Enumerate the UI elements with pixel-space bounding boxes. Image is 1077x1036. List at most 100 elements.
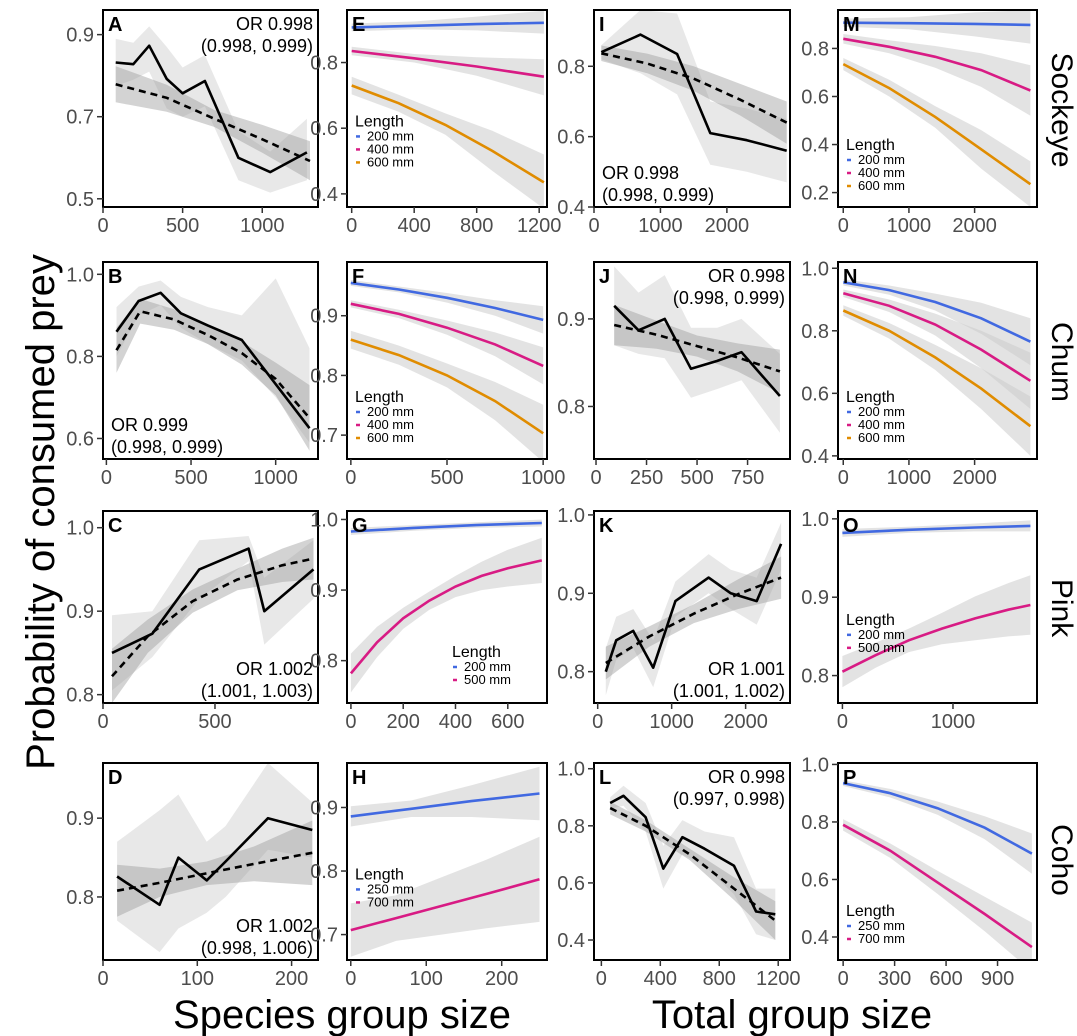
y-tick-label: 0.6 [557, 873, 585, 895]
observed-line [115, 291, 311, 429]
panel-label: K [599, 515, 614, 537]
legend-entry: 400 mm [367, 141, 414, 156]
legend-entry: 250 mm [367, 881, 414, 896]
panel-frame [102, 261, 319, 460]
ci-band-200-mm [843, 10, 1031, 44]
y-tick-label: 0.8 [66, 346, 94, 368]
panel-frame [102, 510, 319, 704]
plot-area [600, 10, 788, 183]
legend-title: Length [355, 113, 404, 130]
x-tick-label: 300 [878, 968, 911, 990]
panel-label: M [843, 14, 860, 36]
x-tick-label: 500 [680, 467, 713, 489]
legend-entry: 200 mm [367, 404, 414, 419]
y-tick-label: 1.0 [801, 258, 829, 280]
x-tick-label: 1200 [756, 968, 801, 990]
panel-D: 0 100 200 0.8 0.9 D OR 1.002(0.998, 1.006) [66, 762, 319, 990]
observed-band [117, 763, 313, 953]
x-tick-label: 0 [837, 711, 848, 733]
x-tick-label: 0 [97, 711, 108, 733]
ci-band-400-mm [843, 34, 1031, 116]
x-tick-label: 200 [275, 968, 308, 990]
legend-entry: 200 mm [858, 627, 905, 642]
x-tick-label: 2000 [952, 467, 997, 489]
y-tick-label: 0.9 [310, 580, 338, 602]
y-tick-label: 0.4 [557, 197, 585, 219]
series-line-200-mm [842, 524, 1031, 535]
plot-area [841, 520, 1031, 688]
x-tick-label: 1000 [521, 467, 566, 489]
observed-band [115, 26, 307, 193]
x-tick-label: 1000 [649, 711, 694, 733]
fitted-trend-line [613, 323, 781, 373]
odds-ratio-annotation: (0.998, 1.006) [201, 938, 313, 958]
series-line-250-mm [842, 781, 1033, 855]
x-tick-label: 1000 [253, 467, 298, 489]
panel-frame [837, 261, 1038, 460]
y-tick-label: 1.0 [801, 509, 829, 531]
x-axis-title-left: Species group size [173, 993, 511, 1036]
y-tick-label: 1.0 [310, 509, 338, 531]
series-line-700-mm [842, 823, 1033, 949]
plot-area [115, 26, 311, 193]
panel-I: 0 1000 2000 0.4 0.6 0.8 I OR 0.998(0.998, 0.999… [557, 9, 791, 237]
ci-band-600-mm [350, 330, 544, 459]
panel-frame [593, 762, 791, 961]
legend-title: Length [355, 866, 404, 883]
legend-entry: 200 mm [464, 659, 511, 674]
odds-ratio-annotation: (1.001, 1.003) [201, 681, 313, 701]
fit-ci-band [601, 45, 787, 144]
panel-frame [102, 9, 319, 208]
series-line-400-mm [350, 302, 544, 368]
x-tick-label: 750 [731, 467, 764, 489]
plot-area [351, 10, 545, 207]
x-tick-label: 0 [590, 467, 601, 489]
x-tick-label: 100 [410, 968, 443, 990]
x-tick-label: 200 [485, 968, 518, 990]
x-tick-label: 0 [592, 711, 603, 733]
odds-ratio-annotation: OR 1.002 [236, 659, 313, 679]
legend-title: Length [846, 137, 895, 154]
legend-entry: 600 mm [367, 430, 414, 445]
series-line-400-mm [351, 49, 545, 78]
series-line-600-mm [842, 309, 1032, 428]
series-line-700-mm [350, 878, 540, 932]
y-tick-label: 0.5 [66, 189, 94, 211]
y-tick-label: 0.4 [801, 446, 829, 468]
series-line-500-mm [349, 559, 543, 675]
y-tick-label: 0.8 [801, 666, 829, 688]
panel-frame [346, 9, 548, 208]
ci-band-200-mm [351, 10, 544, 34]
panel-label: D [108, 767, 122, 789]
fitted-trend-line [115, 83, 311, 163]
observed-band [116, 278, 310, 443]
panel-frame [837, 9, 1038, 208]
legend-entry: 200 mm [858, 152, 905, 167]
x-tick-label: 500 [430, 467, 463, 489]
y-tick-label: 0.9 [66, 601, 94, 623]
legend-entry: 200 mm [367, 128, 414, 143]
y-tick-label: 0.6 [66, 428, 94, 450]
x-tick-label: 800 [460, 215, 493, 237]
plot-area [613, 266, 781, 433]
y-tick-label: 0.8 [66, 685, 94, 707]
panel-frame [837, 510, 1038, 704]
panel-frame [593, 261, 791, 460]
odds-ratio-annotation: OR 0.998 [708, 767, 785, 787]
x-tick-label: 100 [181, 968, 214, 990]
x-tick-label: 0 [345, 467, 356, 489]
legend-title: Length [452, 644, 501, 661]
y-tick-label: 0.8 [557, 396, 585, 418]
y-tick-label: 0.6 [801, 383, 829, 405]
y-tick-label: 1.0 [557, 759, 585, 781]
row-label-sockeye: Sockeye [1045, 52, 1077, 167]
panel-K: 0 1000 2000 0.8 0.9 1.0 K OR 1.001(1.001, 1.002… [557, 505, 791, 733]
plot-area [842, 279, 1032, 456]
ci-band-250-mm [843, 780, 1032, 874]
panel-label: I [599, 14, 605, 36]
